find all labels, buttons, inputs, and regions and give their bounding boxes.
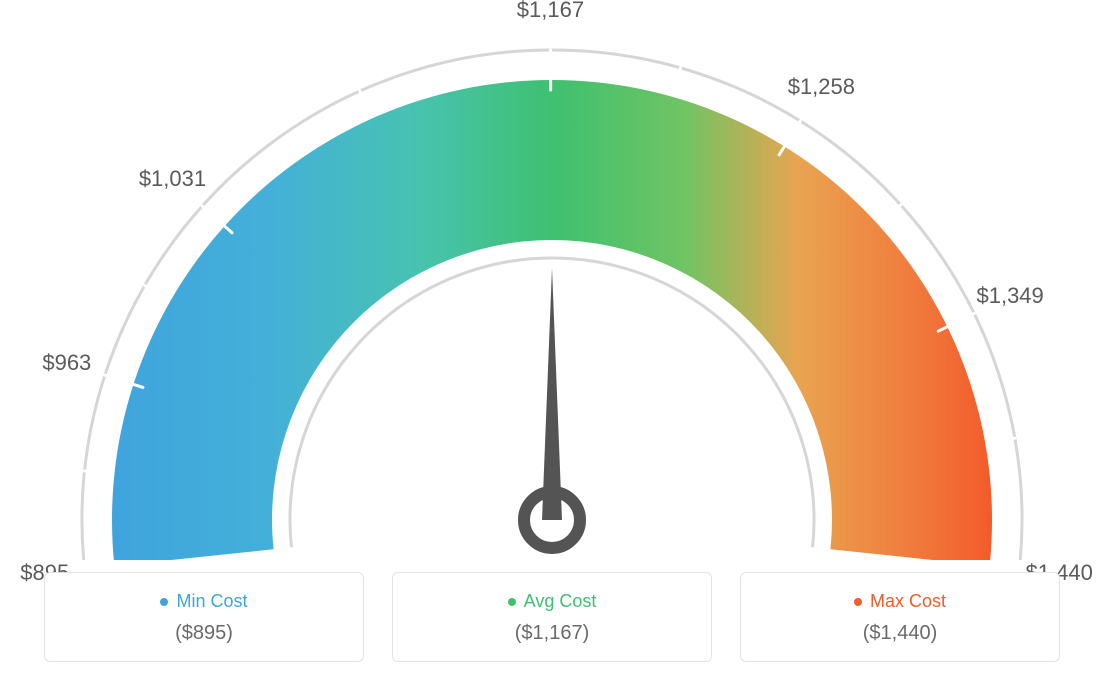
gauge-container: $895 $963 $1,031 $1,167 $1,258 $1,349 $1… <box>0 0 1104 560</box>
legend-value-min: ($895) <box>55 622 353 645</box>
legend-value-max: ($1,440) <box>751 622 1049 645</box>
tick-label-3: $1,167 <box>517 0 584 23</box>
legend-dot-min <box>160 598 168 606</box>
legend-title-text-avg: Avg Cost <box>524 591 597 612</box>
tick-label-4: $1,258 <box>788 74 855 100</box>
legend-card-avg: Avg Cost ($1,167) <box>392 572 712 662</box>
legend-card-min: Min Cost ($895) <box>44 572 364 662</box>
legend-title-max: Max Cost <box>854 591 946 612</box>
legend-card-max: Max Cost ($1,440) <box>740 572 1060 662</box>
legend-dot-max <box>854 598 862 606</box>
legend-title-text-min: Min Cost <box>176 591 247 612</box>
tick-label-1: $963 <box>42 350 91 376</box>
tick-label-2: $1,031 <box>139 166 206 192</box>
legend-row: Min Cost ($895) Avg Cost ($1,167) Max Co… <box>0 572 1104 662</box>
legend-title-avg: Avg Cost <box>508 591 597 612</box>
legend-dot-avg <box>508 598 516 606</box>
legend-title-min: Min Cost <box>160 591 247 612</box>
legend-value-avg: ($1,167) <box>403 622 701 645</box>
gauge-svg <box>0 0 1104 560</box>
legend-title-text-max: Max Cost <box>870 591 946 612</box>
tick-label-5: $1,349 <box>976 283 1043 309</box>
